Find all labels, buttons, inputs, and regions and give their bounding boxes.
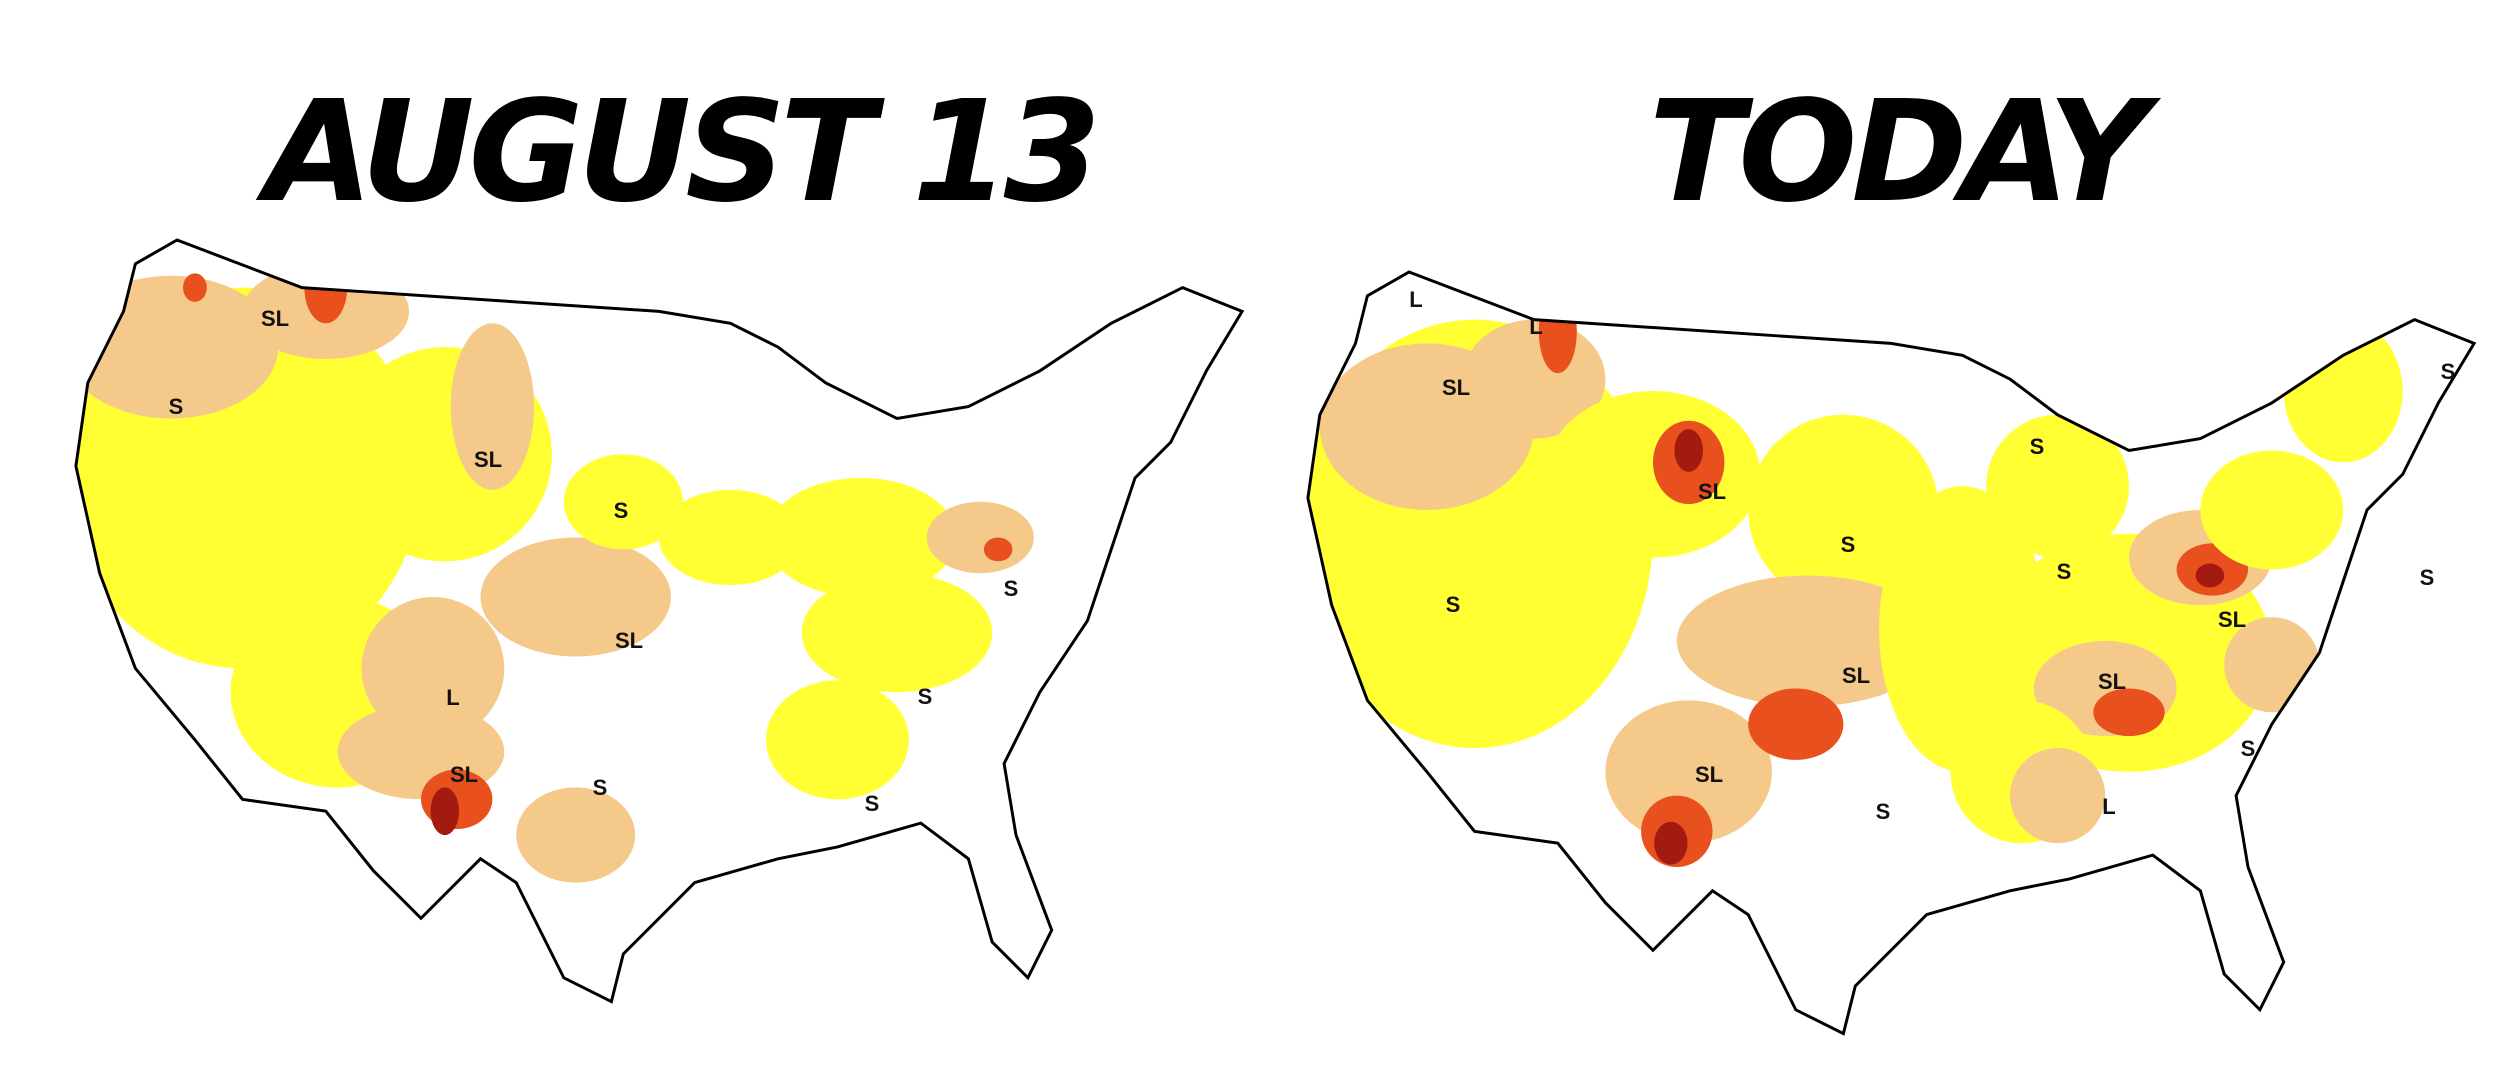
map-label: SL — [261, 306, 289, 331]
map-label: S — [614, 498, 629, 523]
map-label: SL — [2098, 669, 2126, 694]
map-title: TODAY — [1649, 71, 2162, 234]
map-label: S — [2441, 359, 2456, 384]
map-label: SL — [615, 628, 643, 653]
map-label: S — [2241, 736, 2256, 761]
map-label: SL — [1842, 663, 1870, 688]
map-label: SL — [2218, 607, 2246, 632]
map-label: L — [2102, 794, 2115, 819]
drought-area — [983, 537, 1013, 562]
map — [1296, 270, 2486, 1036]
map-label: S — [1841, 532, 1856, 557]
drought-area — [361, 597, 505, 740]
drought-area — [2195, 563, 2225, 588]
map-label: L — [446, 685, 459, 710]
map-label: S — [593, 775, 608, 800]
drought-area — [480, 537, 671, 657]
map-label: S — [918, 684, 933, 709]
map-label: S — [1876, 799, 1891, 824]
drought-area — [926, 501, 1034, 574]
map-label: SL — [1698, 479, 1726, 504]
drought-area — [801, 573, 993, 693]
map-label: SL — [474, 447, 502, 472]
map-label: S — [1446, 592, 1461, 617]
drought-area — [2010, 748, 2106, 844]
map-label: S — [169, 394, 184, 419]
map-label: SL — [1442, 375, 1470, 400]
map — [64, 238, 1254, 1004]
map-label: L — [1409, 287, 1422, 312]
drought-area — [1654, 821, 1688, 865]
drought-area — [1674, 429, 1703, 472]
map-title: AUGUST 13 — [255, 71, 1095, 234]
map-label: S — [865, 791, 880, 816]
drought-area — [766, 680, 909, 800]
map-label: S — [2057, 559, 2072, 584]
drought-area — [659, 489, 802, 586]
drought-area — [2093, 688, 2165, 737]
drought-area — [183, 273, 207, 302]
drought-area — [430, 787, 460, 835]
map-label: L — [1529, 314, 1542, 339]
drought-area — [1676, 575, 1939, 707]
drought-area — [766, 478, 957, 597]
map-label: S — [2420, 565, 2435, 590]
map-label: S — [1004, 576, 1019, 601]
drought-area — [563, 454, 683, 550]
drought-area — [1748, 688, 1844, 760]
drought-area — [1605, 700, 1772, 844]
map-label: S — [2030, 434, 2045, 459]
drought-area — [450, 323, 535, 490]
drought-area — [1545, 391, 1761, 558]
map-label: SL — [1695, 762, 1723, 787]
drought-area — [516, 787, 636, 883]
drought-area — [1986, 414, 2129, 558]
drought-area — [2200, 450, 2344, 570]
map-label: SL — [450, 762, 478, 787]
